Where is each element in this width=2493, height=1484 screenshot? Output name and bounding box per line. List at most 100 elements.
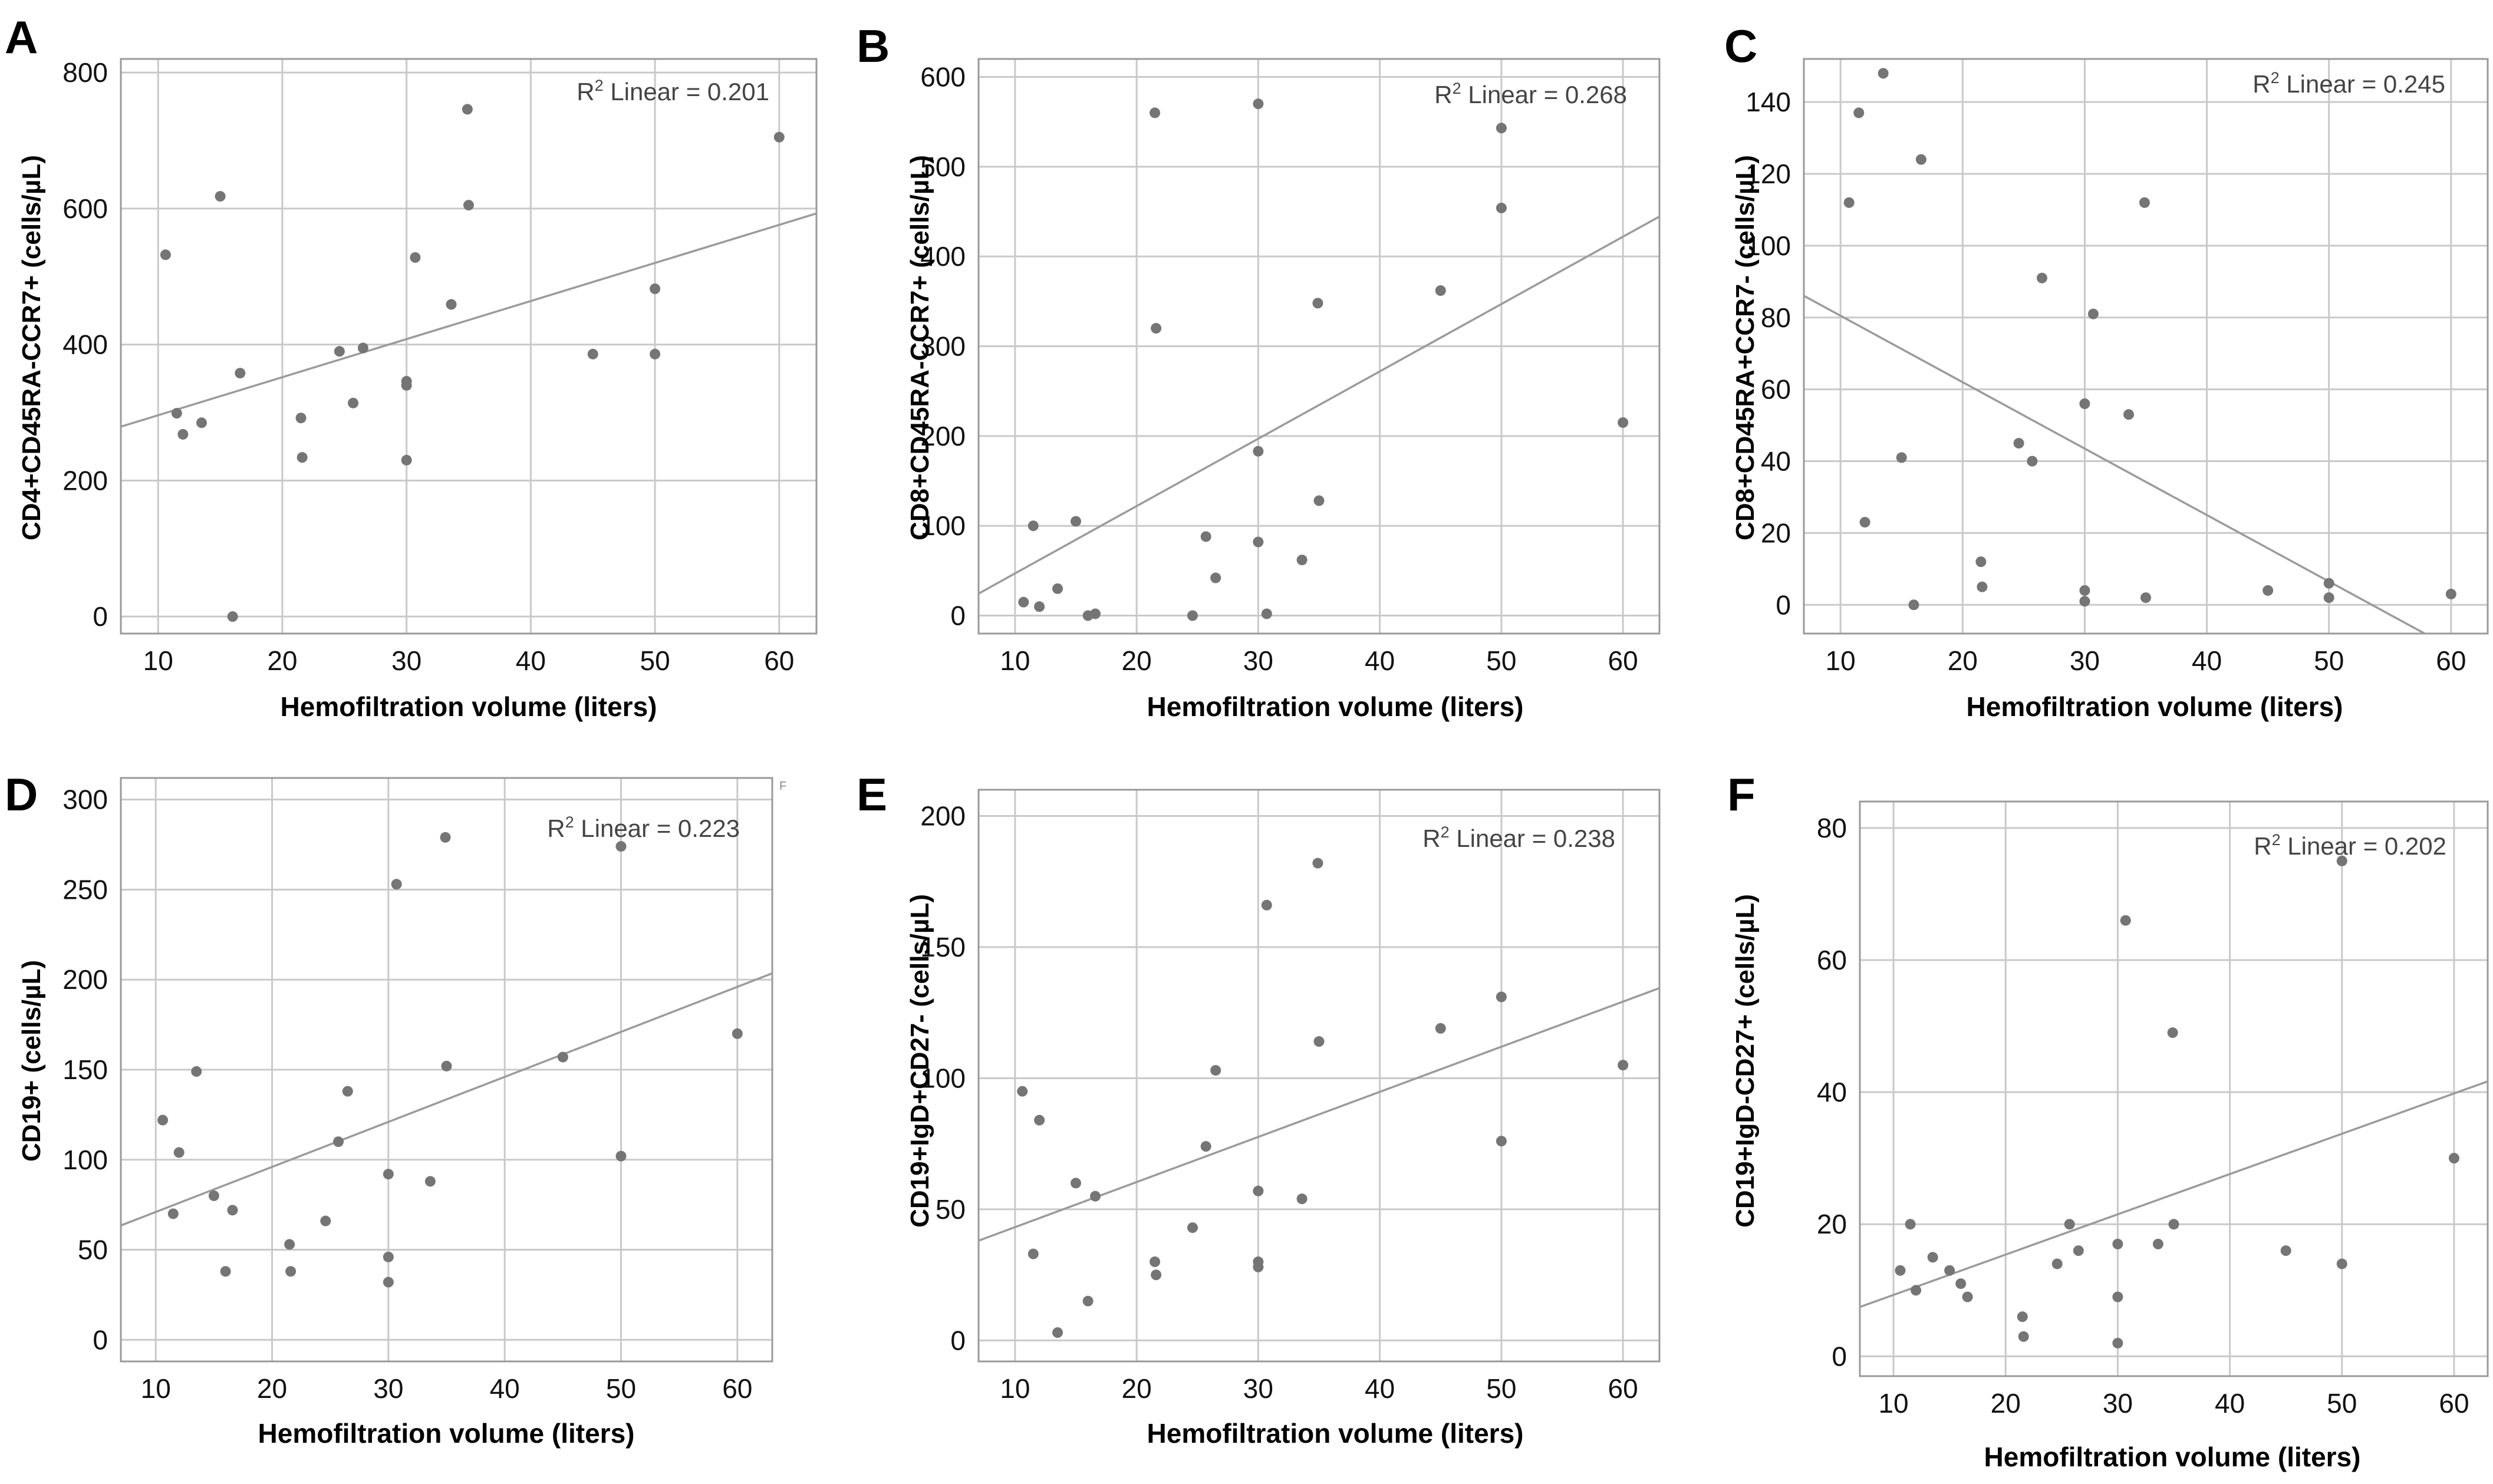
data-point <box>1435 285 1446 296</box>
data-point <box>1253 1185 1264 1196</box>
x-axis-label: Hemofiltration volume (liters) <box>281 691 657 722</box>
panel-e: 10 20 30 40 50 60 0 50 100 150 200 E Hemofiltration … <box>857 769 1661 1449</box>
data-point <box>1253 446 1264 457</box>
data-point <box>1878 68 1889 79</box>
x-axis-label: Hemofiltration volume (liters) <box>1967 691 2343 722</box>
data-point <box>2139 197 2150 208</box>
data-point <box>1944 1265 1955 1276</box>
data-point <box>2112 1291 2123 1302</box>
data-point <box>2123 409 2134 420</box>
x-tick-label: 30 <box>373 1373 403 1404</box>
data-point <box>732 1028 743 1039</box>
data-point <box>1210 1065 1221 1076</box>
x-axis-label: Hemofiltration volume (liters) <box>1147 1418 1524 1449</box>
data-point <box>383 1169 394 1180</box>
data-point <box>1618 1060 1629 1071</box>
x-tick-label: 30 <box>2103 1388 2133 1419</box>
data-point <box>462 104 473 115</box>
panel-b: 10 20 30 40 50 600100200300400500600BHemofilt… <box>857 20 1661 722</box>
plot-frame <box>977 789 1661 1363</box>
data-point <box>2013 438 2024 449</box>
data-point <box>2280 1245 2291 1257</box>
data-point <box>177 428 189 440</box>
x-tick-label: 50 <box>2327 1388 2357 1419</box>
y-tick-label: 800 <box>62 57 108 88</box>
y-tick-label: 100 <box>62 1145 108 1175</box>
x-tick-label: 40 <box>1365 645 1395 676</box>
data-point <box>2152 1238 2163 1249</box>
panel-letter: E <box>857 769 887 820</box>
data-point <box>357 342 368 354</box>
y-tick-label: 40 <box>1817 1077 1847 1107</box>
data-point <box>1496 1136 1507 1147</box>
data-point <box>1261 608 1272 619</box>
y-axis-label: CD19+IgD-CD27+ (cells/µL) <box>1731 894 1760 1228</box>
y-tick-label: 150 <box>62 1054 108 1085</box>
data-point <box>2336 855 2347 866</box>
x-tick-label: 50 <box>640 645 670 676</box>
data-point <box>171 408 182 419</box>
y-tick-label: 200 <box>920 421 966 451</box>
data-point <box>1312 858 1323 869</box>
data-point <box>2051 1258 2063 1269</box>
data-point <box>1071 1178 1081 1189</box>
y-tick-label: 40 <box>1761 446 1791 477</box>
data-point <box>235 368 246 379</box>
y-tick-label: 100 <box>1746 230 1791 261</box>
data-point <box>383 1277 394 1288</box>
r2-annotation: R2 Linear = 0.238 <box>1422 823 1615 852</box>
x-tick-label: 20 <box>257 1373 287 1404</box>
data-point <box>401 380 412 391</box>
data-point <box>1962 1291 1973 1302</box>
data-point <box>332 1136 344 1147</box>
panel-f: 10 20 30 40 50 60 0 20 40 60 80 F Hemofiltration vol… <box>1727 769 2489 1472</box>
data-point <box>295 413 307 424</box>
data-point <box>1071 516 1081 527</box>
y-axis-label: CD8+CD45RA-CCR7+ (cells/µL) <box>905 155 934 540</box>
data-point <box>2064 1219 2075 1230</box>
x-tick-label: 10 <box>1826 645 1856 676</box>
data-point <box>587 348 598 360</box>
data-point <box>441 1060 452 1071</box>
data-point <box>1975 556 1987 568</box>
data-point <box>1150 107 1161 118</box>
data-point <box>1028 520 1039 532</box>
y-tick-label: 120 <box>1746 159 1791 189</box>
data-point <box>1052 583 1063 594</box>
data-point <box>215 191 226 202</box>
data-point <box>773 131 785 143</box>
x-tick-label: 50 <box>1486 645 1516 676</box>
y-axis-label: CD19+IgD+CD27- (cells/µL) <box>905 894 934 1228</box>
data-point <box>167 1208 179 1219</box>
data-point <box>1082 1295 1094 1307</box>
panel-a: 10 20 30 40 50 600200400600800AHemofiltration… <box>5 11 818 722</box>
data-point <box>227 1205 238 1216</box>
plot-frame <box>1803 58 2489 635</box>
data-point <box>1261 899 1272 911</box>
data-point <box>1915 154 1926 165</box>
data-point <box>208 1190 219 1201</box>
r2-annotation: R2 Linear = 0.201 <box>577 77 769 105</box>
data-point <box>1034 1114 1045 1126</box>
x-tick-label: 20 <box>1122 1373 1152 1404</box>
data-point <box>557 1051 568 1063</box>
r2-annotation: R2 Linear = 0.202 <box>2254 831 2446 860</box>
x-tick-label: 40 <box>2192 645 2222 676</box>
data-point <box>1034 601 1045 612</box>
y-tick-label: 300 <box>920 331 966 362</box>
data-point <box>1017 1086 1028 1097</box>
data-point <box>2036 272 2047 283</box>
data-point <box>191 1066 202 1077</box>
x-tick-label: 60 <box>1608 1373 1638 1404</box>
x-axis-label: Hemofiltration volume (liters) <box>258 1418 635 1449</box>
y-tick-label: 80 <box>1761 302 1791 333</box>
x-tick-label: 30 <box>2070 645 2100 676</box>
data-point <box>1028 1248 1039 1259</box>
data-point <box>157 1114 169 1126</box>
data-point <box>320 1215 331 1226</box>
x-tick-label: 20 <box>1991 1388 2021 1419</box>
y-axis-label: CD19+ (cells/µL) <box>17 960 46 1162</box>
data-point <box>2323 578 2334 589</box>
data-point <box>285 1266 297 1277</box>
